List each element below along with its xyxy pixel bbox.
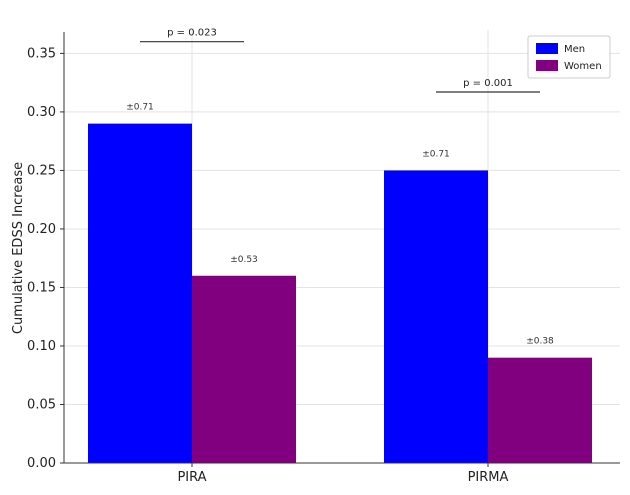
bar-women-pirma: [488, 357, 592, 463]
legend-label-men: Men: [564, 44, 585, 55]
legend-label-women: Women: [564, 61, 602, 72]
y-axis-label: Cumulative EDSS Increase: [11, 162, 26, 334]
bar-men-pira: [88, 123, 192, 464]
bar-women-pira: [192, 275, 296, 463]
y-ticks: 0.00 0.05 0.10 0.15 0.20 0.25 0.30 0.35: [27, 46, 64, 471]
y-tick-label: 0.10: [27, 339, 56, 354]
x-tick-label: PIRA: [177, 470, 206, 485]
p-value-label: p = 0.023: [167, 28, 217, 39]
legend-swatch-men: [536, 43, 558, 54]
y-tick-label: 0.00: [27, 456, 56, 471]
y-tick-label: 0.15: [27, 280, 56, 295]
legend-swatch-women: [536, 60, 558, 71]
y-tick-label: 0.05: [27, 397, 56, 412]
p-value-label: p = 0.001: [463, 78, 513, 89]
bar-error-label: ±0.38: [526, 337, 554, 347]
legend: Men Women: [527, 35, 611, 79]
y-tick-label: 0.35: [27, 46, 56, 61]
bar-labels: ±0.71 ±0.71 ±0.53 ±0.38: [126, 103, 554, 347]
bar-men-pirma: [384, 170, 488, 463]
x-ticks: PIRA PIRMA: [177, 463, 509, 485]
bar-error-label: ±0.53: [230, 255, 258, 265]
y-tick-label: 0.20: [27, 222, 56, 237]
bar-error-label: ±0.71: [126, 103, 154, 113]
annotations: p = 0.023 p = 0.001: [140, 28, 540, 93]
bar-error-label: ±0.71: [422, 149, 450, 159]
y-tick-label: 0.25: [27, 163, 56, 178]
bars: [88, 123, 592, 464]
y-tick-label: 0.30: [27, 105, 56, 120]
x-tick-label: PIRMA: [468, 470, 509, 485]
